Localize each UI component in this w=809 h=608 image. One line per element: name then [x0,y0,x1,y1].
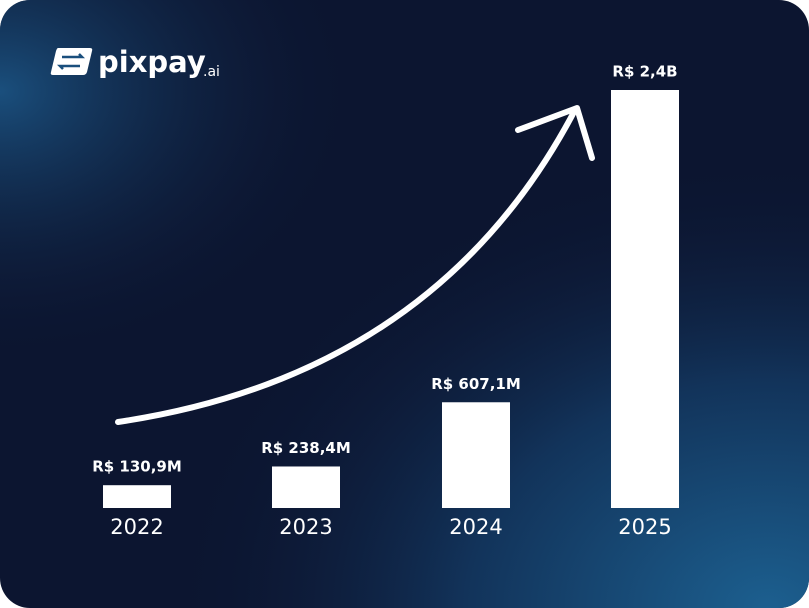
x-tick-label: 2025 [618,515,671,539]
growth-arrowhead [515,105,595,161]
bar [272,466,340,508]
x-tick-label: 2022 [110,515,163,539]
bar [611,90,679,508]
value-label: R$ 238,4M [261,439,351,457]
bar [103,485,171,508]
value-label: R$ 130,9M [92,458,182,476]
logo: pixpay .ai [50,45,220,80]
x-tick-label: 2024 [449,515,502,539]
growth-arrow [115,107,578,425]
bar [442,402,510,508]
value-label: R$ 2,4B [612,63,677,81]
x-tick-label: 2023 [279,515,332,539]
logo-suffix: .ai [203,64,220,80]
value-label: R$ 607,1M [431,375,521,393]
logo-text: pixpay [98,45,206,79]
logo-arrows [56,53,86,70]
logo-icon [50,48,93,75]
